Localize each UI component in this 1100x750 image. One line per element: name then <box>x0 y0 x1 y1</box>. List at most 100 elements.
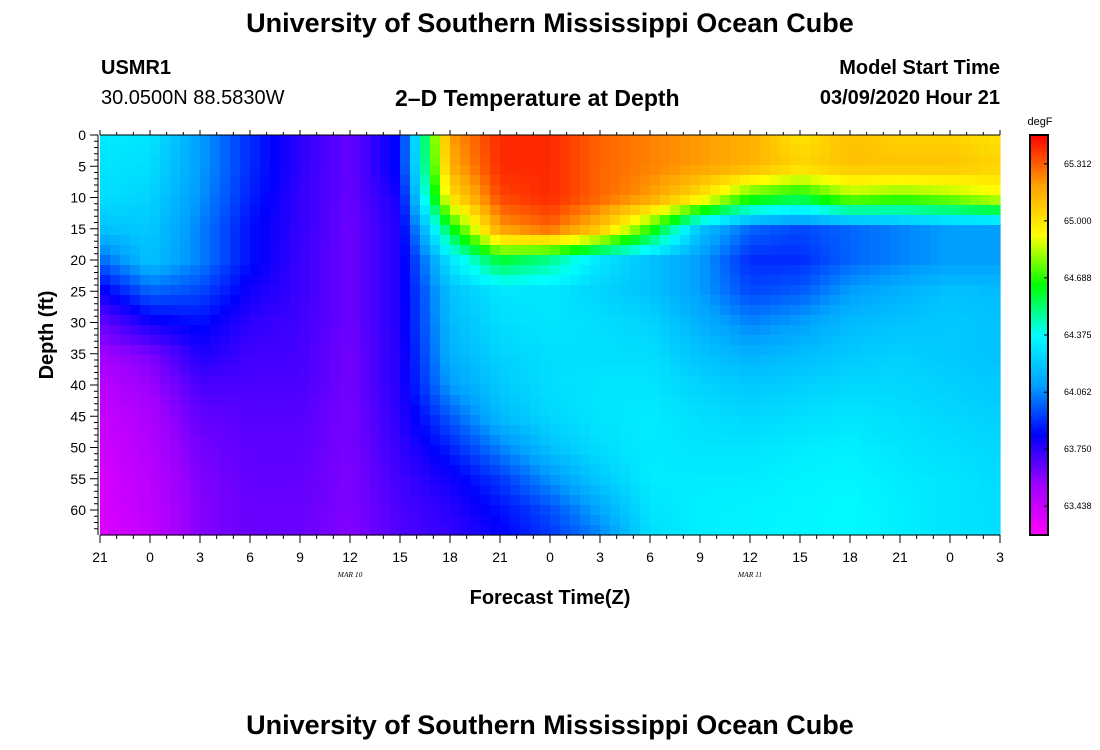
heatmap-cell <box>730 175 741 186</box>
heatmap-cell <box>230 455 241 466</box>
heatmap-cell <box>120 175 131 186</box>
heatmap-cell <box>390 405 401 416</box>
heatmap-cell <box>990 225 1001 236</box>
heatmap-cell <box>960 215 971 226</box>
heatmap-cell <box>430 525 441 536</box>
heatmap-cell <box>910 305 921 316</box>
x-tick-label: 9 <box>696 549 704 565</box>
heatmap-cell <box>310 355 321 366</box>
heatmap-cell <box>510 425 521 436</box>
heatmap-cell <box>830 305 841 316</box>
heatmap-cell <box>100 135 111 146</box>
heatmap-cell <box>360 505 371 516</box>
heatmap-cell <box>500 255 511 266</box>
heatmap-cell <box>700 355 711 366</box>
heatmap-cell <box>420 335 431 346</box>
heatmap-cell <box>650 255 661 266</box>
heatmap-cell <box>460 245 471 256</box>
heatmap-cell <box>740 175 751 186</box>
heatmap-cell <box>840 275 851 286</box>
heatmap-cell <box>110 235 121 246</box>
heatmap-cell <box>770 505 781 516</box>
heatmap-cell <box>950 265 961 276</box>
heatmap-cell <box>510 225 521 236</box>
heatmap-cell <box>930 335 941 346</box>
heatmap-cell <box>310 175 321 186</box>
heatmap-cell <box>210 435 221 446</box>
x-tick-label: 12 <box>342 549 358 565</box>
heatmap-cell <box>130 505 141 516</box>
heatmap-cell <box>700 455 711 466</box>
heatmap-cell <box>470 225 481 236</box>
heatmap-cell <box>270 395 281 406</box>
heatmap-cell <box>710 475 721 486</box>
heatmap-cell <box>400 525 411 536</box>
heatmap-cell <box>290 135 301 146</box>
heatmap-cell <box>480 335 491 346</box>
heatmap-cell <box>750 525 761 536</box>
heatmap-cell <box>840 225 851 236</box>
heatmap-cell <box>950 445 961 456</box>
heatmap-cell <box>380 335 391 346</box>
heatmap-cell <box>210 445 221 456</box>
heatmap-cell <box>970 385 981 396</box>
heatmap-cell <box>230 295 241 306</box>
heatmap-cell <box>350 515 361 526</box>
heatmap-cell <box>460 345 471 356</box>
heatmap-cell <box>500 515 511 526</box>
heatmap-cell <box>880 275 891 286</box>
heatmap-cell <box>530 185 541 196</box>
heatmap-cell <box>280 255 291 266</box>
heatmap-cell <box>800 385 811 396</box>
heatmap-cell <box>200 335 211 346</box>
heatmap-cell <box>680 375 691 386</box>
heatmap-cell <box>290 265 301 276</box>
heatmap-cell <box>620 285 631 296</box>
heatmap-cell <box>930 365 941 376</box>
heatmap-cell <box>920 315 931 326</box>
heatmap-cell <box>170 415 181 426</box>
heatmap-cell <box>960 355 971 366</box>
heatmap-cell <box>810 455 821 466</box>
heatmap-cell <box>120 345 131 356</box>
heatmap-cell <box>570 305 581 316</box>
heatmap-cell <box>720 305 731 316</box>
heatmap-cell <box>510 345 521 356</box>
heatmap-cell <box>600 465 611 476</box>
heatmap-cell <box>990 145 1001 156</box>
heatmap-cell <box>360 235 371 246</box>
heatmap-cell <box>140 135 151 146</box>
heatmap-cell <box>140 265 151 276</box>
heatmap-cell <box>500 285 511 296</box>
heatmap-cell <box>470 295 481 306</box>
heatmap-cell <box>640 515 651 526</box>
heatmap-cell <box>680 305 691 316</box>
heatmap-cell <box>520 495 531 506</box>
heatmap-cell <box>160 305 171 316</box>
heatmap-cell <box>920 505 931 516</box>
heatmap-cell <box>240 445 251 456</box>
heatmap-cell <box>690 285 701 296</box>
heatmap-cell <box>410 225 421 236</box>
heatmap-cell <box>250 395 261 406</box>
heatmap-cell <box>470 505 481 516</box>
heatmap-cell <box>800 375 811 386</box>
heatmap-cell <box>570 395 581 406</box>
heatmap-cell <box>300 455 311 466</box>
heatmap-cell <box>280 415 291 426</box>
heatmap-cell <box>560 435 571 446</box>
heatmap-cell <box>350 485 361 496</box>
heatmap-cell <box>420 495 431 506</box>
heatmap-cell <box>670 325 681 336</box>
heatmap-cell <box>950 255 961 266</box>
heatmap-cell <box>550 215 561 226</box>
heatmap-cell <box>700 275 711 286</box>
heatmap-cell <box>650 485 661 496</box>
heatmap-cell <box>580 175 591 186</box>
heatmap-cell <box>410 435 421 446</box>
heatmap-cell <box>980 505 991 516</box>
heatmap-cell <box>800 325 811 336</box>
heatmap-cell <box>700 155 711 166</box>
heatmap-cell <box>280 135 291 146</box>
heatmap-cell <box>170 465 181 476</box>
